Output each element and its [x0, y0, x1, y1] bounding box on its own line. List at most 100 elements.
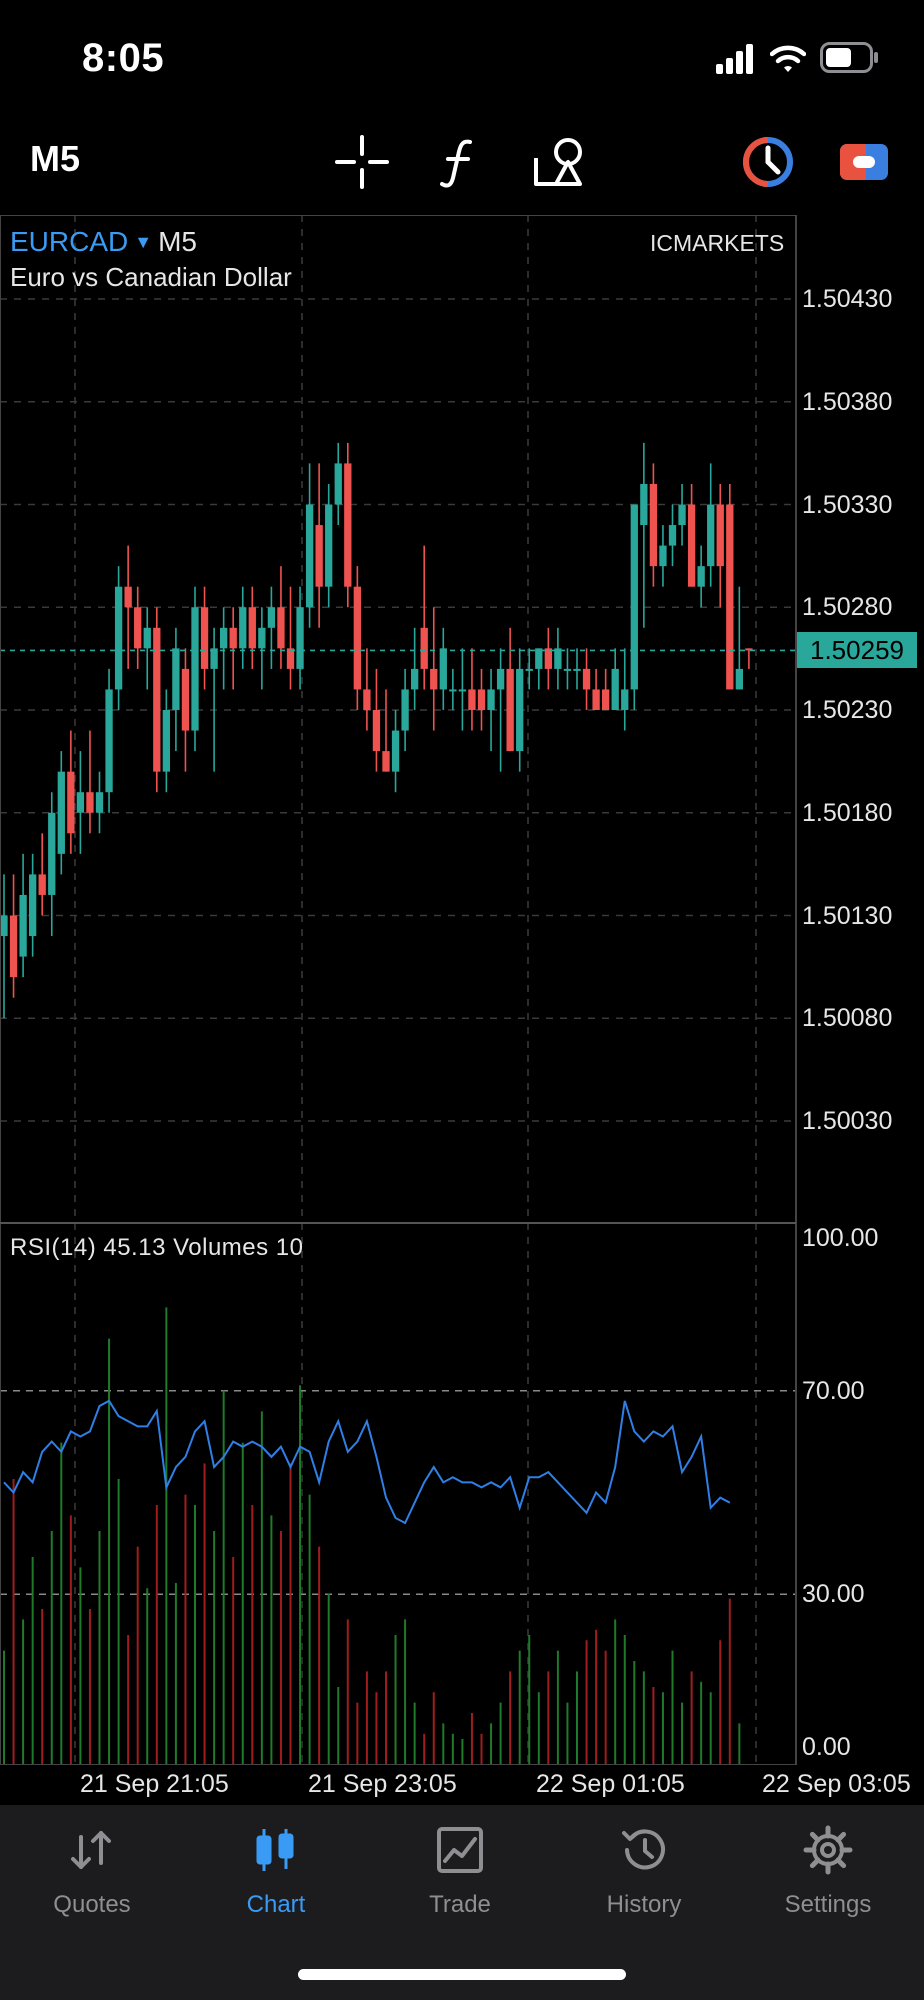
candle-body — [745, 648, 753, 651]
candle-body — [105, 689, 113, 793]
objects-shapes-icon[interactable] — [530, 132, 590, 192]
tab-trade[interactable]: Trade — [368, 1805, 552, 1935]
history-clock-icon — [622, 1829, 665, 1870]
candle-body — [726, 504, 734, 690]
time-axis-label: 21 Sep 21:05 — [80, 1770, 229, 1798]
candle-body — [76, 792, 85, 813]
candle-body — [286, 648, 295, 669]
candle-body — [468, 689, 476, 710]
price-axis-label: 1.50280 — [802, 593, 893, 622]
candlesticks — [0, 442, 796, 1019]
indicator-axis-label: 70.00 — [802, 1376, 865, 1405]
candle-body — [525, 668, 533, 671]
candle-body — [659, 545, 667, 567]
tab-quotes-label: Quotes — [53, 1891, 131, 1918]
symbol-dropdown-icon[interactable]: ▼ — [134, 232, 153, 252]
home-indicator — [298, 1969, 626, 1980]
candle-body — [296, 607, 304, 669]
indicator-function-icon[interactable] — [430, 132, 490, 192]
candle-body — [38, 874, 46, 895]
candlestick-chart-icon — [256, 1829, 294, 1871]
signal-icon — [716, 44, 753, 74]
candle-body — [57, 771, 65, 854]
candle-body — [611, 668, 619, 710]
price-axis-label: 1.50330 — [802, 490, 893, 519]
candle-body — [516, 668, 524, 752]
status-time: 8:05 — [82, 36, 165, 80]
rsi-line-path — [3, 1399, 731, 1525]
candle-body — [439, 648, 447, 690]
candle-body — [124, 586, 132, 608]
candle-body — [707, 504, 715, 567]
price-axis-label: 1.50230 — [802, 696, 893, 724]
candle-body — [640, 483, 648, 526]
battery-icon — [820, 42, 878, 73]
symbol-header[interactable]: EURCAD ▼ M5 — [10, 226, 197, 258]
candle-body — [411, 668, 419, 690]
candle-body — [496, 668, 505, 690]
bottom-tab-bar: Quotes Chart Trade History — [0, 1805, 924, 2000]
candle-body — [86, 792, 94, 813]
candle-body — [19, 894, 27, 957]
crosshair-icon[interactable] — [332, 132, 392, 192]
candle-body — [554, 648, 562, 669]
volume-bars — [3, 1307, 741, 1765]
candle-body — [372, 710, 381, 752]
candle-body — [248, 607, 256, 649]
candle-body — [239, 607, 247, 649]
candle-body — [9, 915, 18, 978]
candle-body — [544, 648, 552, 669]
candle-body — [210, 648, 218, 669]
candle-body — [678, 504, 686, 526]
candle-body — [48, 812, 56, 895]
price-chart[interactable] — [0, 215, 924, 1765]
tab-chart[interactable]: Chart — [184, 1805, 368, 1935]
candle-body — [267, 607, 276, 628]
candle-body — [382, 751, 390, 772]
chart-frame — [0, 215, 797, 1765]
price-axis-label: 1.50030 — [802, 1107, 893, 1135]
rsi-line — [3, 1399, 731, 1525]
price-axis-label: 1.50130 — [802, 901, 893, 930]
candle-body — [535, 648, 543, 669]
tab-history[interactable]: History — [552, 1805, 736, 1935]
candle-body — [449, 689, 457, 692]
candle-body — [0, 915, 8, 937]
candle-body — [162, 710, 170, 772]
tab-quotes[interactable]: Quotes — [0, 1805, 184, 1935]
candle-body — [602, 689, 610, 710]
candle-body — [430, 668, 438, 690]
candle-body — [649, 483, 658, 567]
candle-body — [621, 689, 629, 710]
candle-body — [134, 607, 142, 649]
tab-history-label: History — [606, 1891, 682, 1918]
candle-body — [143, 627, 151, 649]
candle-body — [200, 607, 209, 669]
chart-window-icon[interactable] — [738, 132, 798, 192]
candle-body — [344, 463, 352, 587]
tab-trade-label: Trade — [429, 1891, 491, 1918]
tab-settings[interactable]: Settings — [736, 1805, 920, 1935]
timeframe-selector[interactable]: M5 — [30, 138, 81, 179]
candle-body — [277, 607, 285, 649]
candle-body — [181, 668, 190, 731]
candle-body — [258, 627, 266, 649]
chart-border — [0, 215, 797, 1765]
candle-body — [114, 586, 123, 690]
current-price-badge: 1.50259 — [797, 632, 917, 668]
candle-body — [487, 689, 495, 710]
wifi-icon — [770, 45, 806, 72]
indicator-axis-label: 30.00 — [802, 1580, 865, 1609]
candle-body — [220, 627, 228, 649]
candle-body — [735, 668, 743, 690]
chart-grid — [0, 215, 796, 1765]
price-axis-label: 1.50180 — [802, 798, 893, 827]
candle-body — [353, 586, 361, 690]
symbol-name[interactable]: EURCAD — [10, 226, 129, 257]
tab-chart-label: Chart — [246, 1891, 306, 1918]
candle-body — [687, 504, 696, 587]
candle-body — [325, 504, 333, 587]
candle-body — [477, 689, 486, 710]
trade-toggle-icon[interactable] — [834, 132, 894, 192]
indicator-axis-label: 100.00 — [802, 1224, 879, 1252]
